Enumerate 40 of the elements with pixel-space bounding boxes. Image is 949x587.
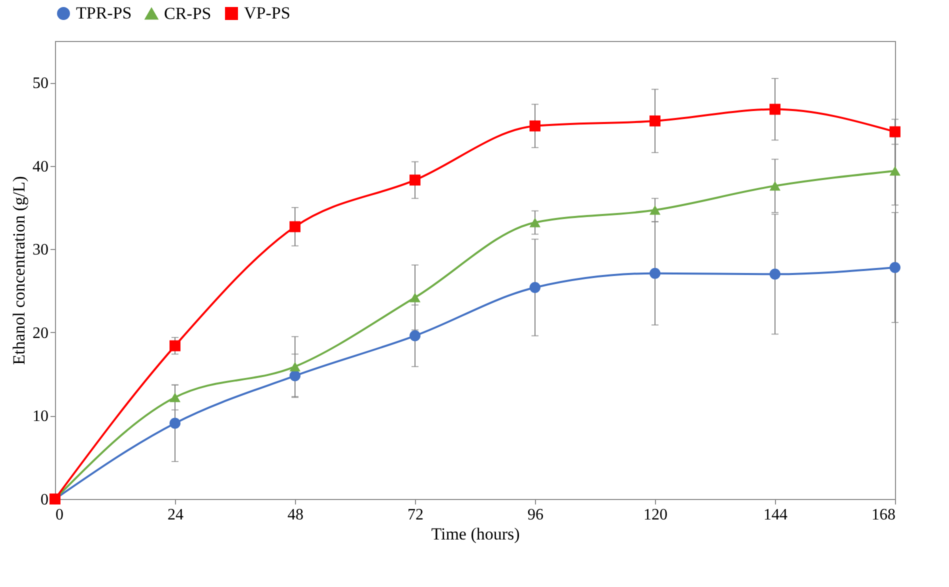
x-tick-label: 48 xyxy=(288,506,304,524)
point xyxy=(410,174,420,186)
point xyxy=(650,268,660,279)
x-tick-label: 120 xyxy=(644,506,668,524)
x-axis-title: Time (hours) xyxy=(431,524,520,544)
point xyxy=(890,166,900,176)
y-axis-title: Ethanol concentration (g/L) xyxy=(10,176,28,365)
point xyxy=(890,262,900,273)
point xyxy=(770,181,780,191)
point xyxy=(170,340,180,352)
x-tick-label: 144 xyxy=(764,506,788,524)
x-tick-label: 0 xyxy=(56,506,64,524)
x-tick-label: 96 xyxy=(528,506,544,524)
y-tick-label: 40 xyxy=(32,158,48,176)
point xyxy=(290,362,300,372)
point xyxy=(170,392,180,402)
y-tick-label: 10 xyxy=(32,408,48,426)
point xyxy=(410,292,420,302)
x-tick-label: 24 xyxy=(168,506,184,524)
point xyxy=(650,205,660,215)
point xyxy=(530,218,540,228)
point xyxy=(770,104,780,115)
legend-label: TPR-PS xyxy=(76,4,132,23)
x-tick-label: 72 xyxy=(408,506,424,524)
y-tick-label: 50 xyxy=(32,75,48,92)
point xyxy=(890,126,900,138)
point xyxy=(530,120,540,132)
point xyxy=(770,268,780,280)
legend-label: VP-PS xyxy=(244,4,290,23)
x-tick-label: 168 xyxy=(872,506,896,524)
point xyxy=(170,418,180,429)
point xyxy=(410,330,420,342)
legend-label: CR-PS xyxy=(164,4,212,23)
y-tick-label: 30 xyxy=(32,242,48,259)
point xyxy=(650,115,660,126)
point xyxy=(290,221,300,232)
y-tick-label: 20 xyxy=(32,324,48,342)
point xyxy=(290,370,300,382)
y-tick-label: 0 xyxy=(40,492,48,508)
point xyxy=(530,282,540,293)
